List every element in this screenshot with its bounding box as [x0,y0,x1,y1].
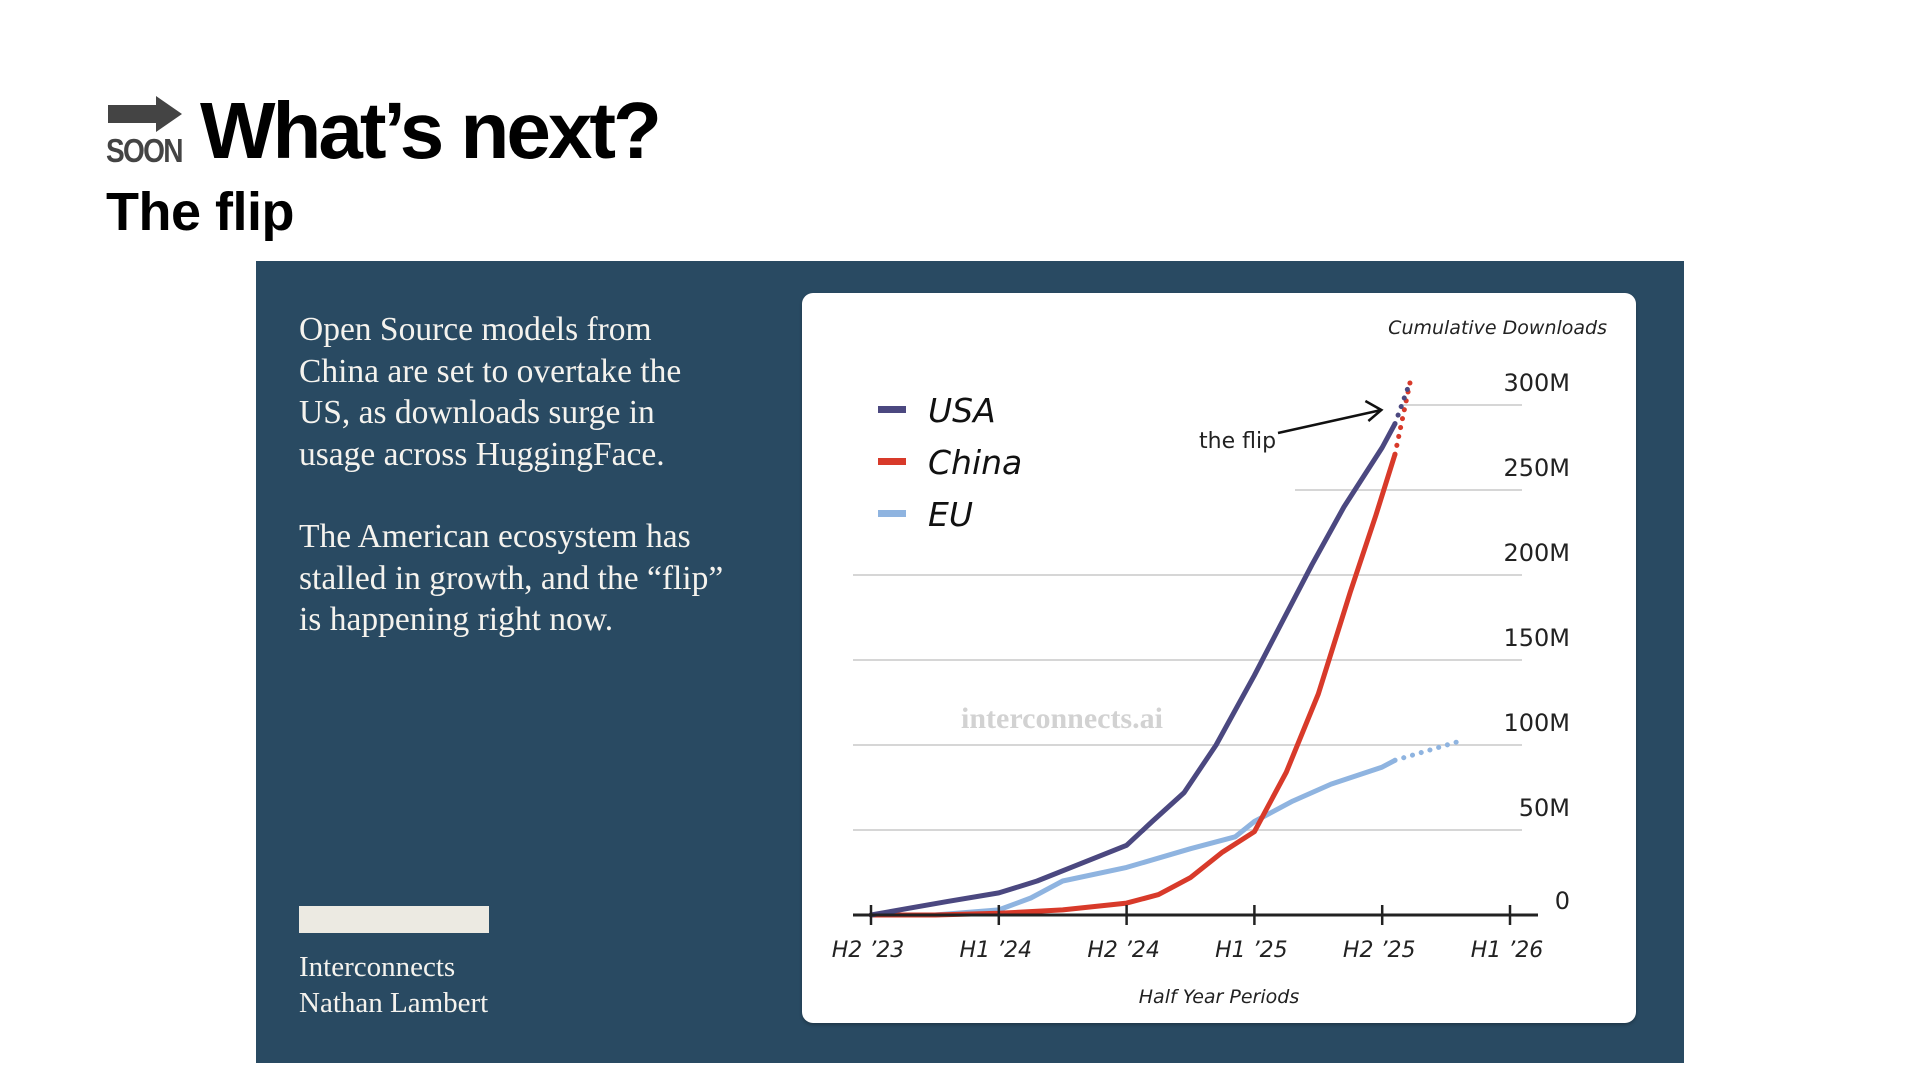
page-subtitle: The flip [106,182,294,242]
panel-text: Open Source models from China are set to… [299,309,729,682]
brand-name: Interconnects Nathan Lambert [299,949,488,1021]
brand-author: Nathan Lambert [299,987,489,1019]
info-panel: Open Source models from China are set to… [256,261,1684,1063]
soon-logo: SOON [106,94,186,170]
brand-publication: Interconnects [299,951,456,983]
panel-paragraph-1: Open Source models from China are set to… [299,311,682,473]
right-arrow-icon [108,96,182,132]
chart-card [802,293,1636,1023]
brand-bar [299,906,489,933]
soon-logo-text: SOON [106,132,184,169]
panel-paragraph-2: The American ecosystem has stalled in gr… [299,518,724,638]
page-title: What’s next? [200,86,662,175]
